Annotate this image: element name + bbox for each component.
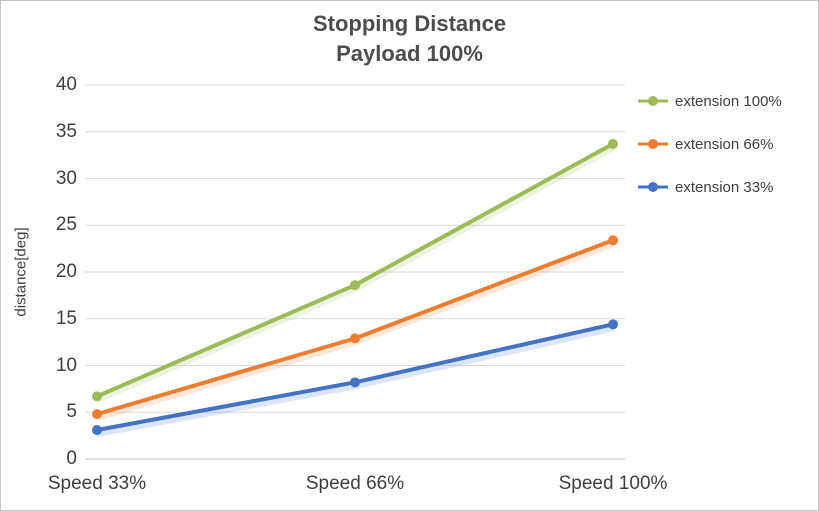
data-point xyxy=(608,319,618,330)
legend-marker-extension-33-icon xyxy=(638,182,668,192)
y-tick-label: 5 xyxy=(66,401,77,423)
y-tick-label: 25 xyxy=(55,214,77,236)
x-tick-label: Speed 66% xyxy=(305,473,405,494)
chart-title-line1: Stopping Distance xyxy=(312,11,507,36)
legend-label: extension 66% xyxy=(675,135,774,153)
plot-area xyxy=(85,84,625,460)
data-point xyxy=(608,235,618,246)
chart-title: Stopping Distance Payload 100% xyxy=(1,9,818,69)
data-point xyxy=(92,391,102,402)
legend-marker-extension-66-icon xyxy=(638,139,668,149)
data-point xyxy=(608,138,618,149)
chart-title-line2: Payload 100% xyxy=(336,41,483,66)
legend-item: extension 33% xyxy=(637,177,782,197)
data-point xyxy=(350,280,360,291)
legend-marker-extension-100-icon xyxy=(638,96,668,106)
y-tick-label: 0 xyxy=(66,448,77,469)
y-tick-label: 15 xyxy=(55,307,77,329)
data-point xyxy=(350,377,360,388)
y-tick-label: 20 xyxy=(55,261,77,282)
y-tick-label: 40 xyxy=(55,74,77,95)
legend-item: extension 66% xyxy=(637,134,782,154)
x-axis-labels: Speed 33% Speed 66% Speed 100% xyxy=(48,473,668,499)
data-point xyxy=(92,425,102,436)
legend-label: extension 33% xyxy=(675,178,774,196)
legend-item: extension 100% xyxy=(637,91,782,111)
x-tick-label: Speed 33% xyxy=(47,473,147,494)
legend-label: extension 100% xyxy=(675,92,782,110)
y-tick-label: 35 xyxy=(55,120,77,142)
y-axis-title: distance[deg] xyxy=(12,227,30,317)
y-tick-label: 30 xyxy=(55,167,77,189)
data-point xyxy=(92,409,102,420)
legend: extension 100% extension 66% extension 3… xyxy=(637,91,782,197)
data-point xyxy=(350,333,360,344)
x-tick-label: Speed 100% xyxy=(558,473,668,494)
y-tick-label: 10 xyxy=(55,354,77,376)
